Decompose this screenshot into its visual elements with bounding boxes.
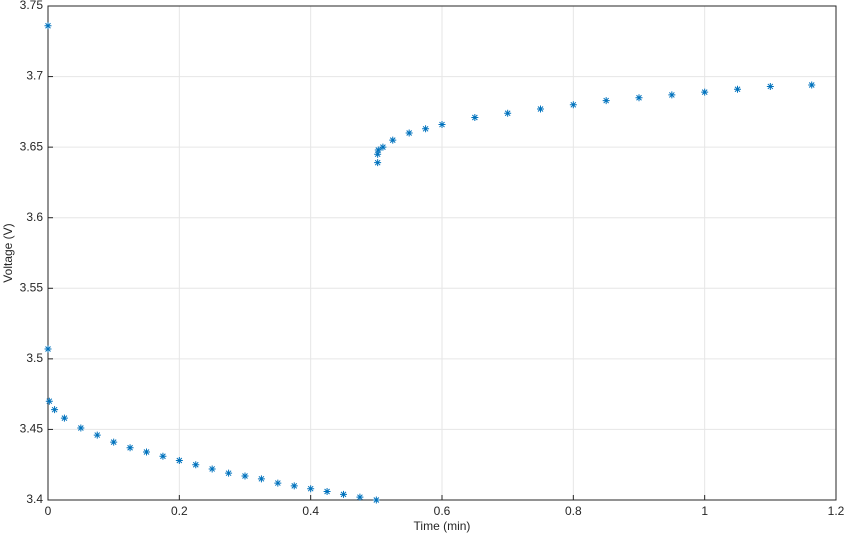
point (372, 496, 380, 504)
y-tick-label: 3.75 (20, 0, 44, 12)
y-tick-label: 3.65 (20, 139, 44, 153)
point (77, 424, 85, 432)
y-tick-label: 3.45 (20, 422, 44, 436)
point (504, 109, 512, 117)
point (175, 456, 183, 464)
point (766, 82, 774, 90)
x-axis-label: Time (min) (414, 519, 471, 533)
y-tick-label: 3.7 (26, 69, 43, 83)
point (323, 488, 331, 496)
point (405, 129, 413, 137)
point (374, 150, 382, 158)
point (51, 406, 59, 414)
point (159, 452, 167, 460)
point (734, 85, 741, 93)
y-tick-label: 3.4 (26, 492, 43, 506)
point (307, 485, 315, 493)
y-axis-label: Voltage (V) (1, 223, 15, 282)
x-tick-label: 0.2 (171, 504, 188, 518)
point (241, 472, 249, 480)
point (143, 448, 150, 456)
point (44, 22, 52, 30)
point (389, 136, 397, 144)
y-tick-label: 3.6 (26, 210, 43, 224)
point (569, 101, 577, 109)
x-tick-label: 1 (701, 504, 708, 518)
x-tick-label: 0.8 (565, 504, 582, 518)
point (374, 146, 382, 154)
point (290, 482, 298, 490)
y-tick-label: 3.5 (26, 351, 43, 365)
point (126, 444, 134, 452)
point (471, 114, 479, 122)
point (274, 479, 282, 487)
x-tick-label: 0.4 (302, 504, 319, 518)
axes-box (47, 5, 837, 501)
point (808, 81, 816, 89)
point (635, 94, 643, 102)
point (60, 414, 68, 422)
point (668, 91, 676, 99)
point (422, 125, 430, 133)
point (602, 97, 610, 105)
point (374, 159, 382, 167)
point (340, 490, 347, 498)
x-tick-label: 1.2 (828, 504, 845, 518)
point (225, 469, 233, 477)
point (208, 465, 216, 473)
point (701, 88, 709, 96)
point (93, 431, 101, 439)
x-tick-label: 0.6 (434, 504, 451, 518)
point (438, 121, 446, 129)
point (257, 475, 265, 483)
y-tick-label: 3.55 (20, 280, 44, 294)
point (356, 493, 364, 501)
point (110, 438, 118, 446)
point (379, 143, 387, 151)
point (537, 105, 544, 113)
x-tick-label: 0 (45, 504, 52, 518)
point (44, 345, 52, 353)
point (192, 461, 200, 469)
point (45, 397, 53, 405)
